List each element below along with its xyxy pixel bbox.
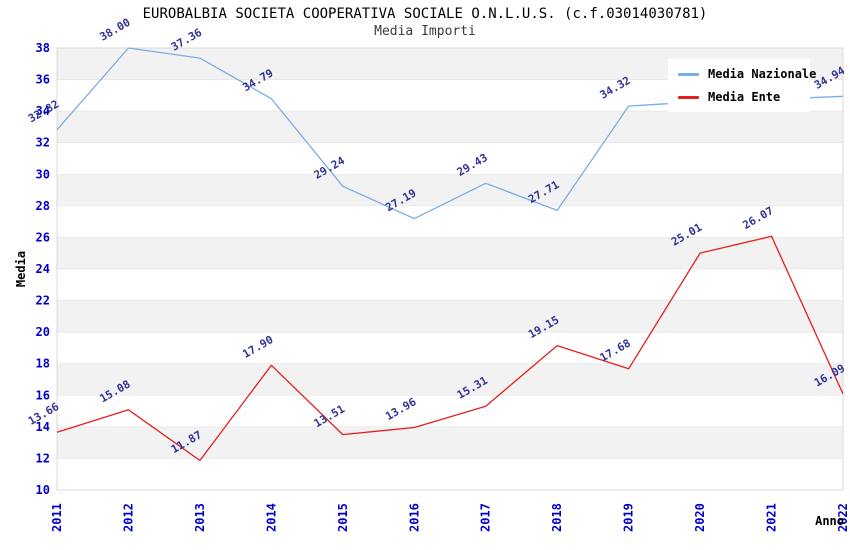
y-tick-label: 32 <box>36 136 50 150</box>
y-tick-label: 38 <box>36 41 50 55</box>
media-ente-line-swatch <box>678 95 699 99</box>
y-tick-label: 10 <box>36 483 50 497</box>
grid-band <box>56 268 844 301</box>
x-tick-label: 2021 <box>765 503 779 532</box>
grid-band <box>56 300 844 333</box>
x-tick-label: 2020 <box>693 503 707 532</box>
y-tick-label: 22 <box>36 294 50 308</box>
grid-band <box>56 426 844 459</box>
y-tick-label: 28 <box>36 199 50 213</box>
x-tick-label: 2013 <box>193 503 207 532</box>
y-tick-label: 16 <box>36 388 50 402</box>
y-tick-label: 18 <box>36 357 50 371</box>
x-tick-label: 2015 <box>336 503 350 532</box>
media-nazionale-line-swatch <box>678 72 699 76</box>
grid-bands <box>56 47 844 491</box>
y-tick-label: 30 <box>36 167 50 181</box>
legend-item-media-ente: Media Ente <box>678 90 810 104</box>
grid-band <box>56 363 844 396</box>
x-tick-label: 2019 <box>622 503 636 532</box>
y-tick-label: 12 <box>36 451 50 465</box>
grid-band <box>56 394 844 428</box>
y-tick-label: 24 <box>36 262 50 276</box>
plot-border <box>56 47 844 491</box>
legend: Media Nazionale Media Ente <box>668 59 816 112</box>
legend-item-media-nazionale: Media Nazionale <box>678 67 816 81</box>
point-label: 32.82 <box>26 98 61 126</box>
grid-band <box>56 331 844 365</box>
y-axis-title: Media <box>14 251 28 287</box>
y-tick-label: 20 <box>36 325 50 339</box>
y-tick-label: 26 <box>36 230 50 244</box>
y-tick-label: 34 <box>36 104 50 118</box>
x-tick-label: 2016 <box>407 503 421 532</box>
x-tick-label: 2022 <box>836 503 850 532</box>
y-tick-label: 36 <box>36 73 50 87</box>
grid-band <box>56 237 844 270</box>
legend-label-media-nazionale: Media Nazionale <box>708 67 817 81</box>
x-tick-label: 2014 <box>264 503 278 532</box>
grid-band <box>56 142 844 175</box>
series-line-media-ente <box>56 235 844 462</box>
legend-label-media-ente: Media Ente <box>708 90 781 104</box>
x-tick-label: 2012 <box>121 503 135 532</box>
x-axis-ticks: 2011 2012 2013 2014 2015 2016 2017 2018 2019 2020… <box>50 503 850 532</box>
grid-band <box>56 458 844 491</box>
chart-subtitle: Media Importi <box>374 24 476 39</box>
x-tick-label: 2018 <box>550 503 564 532</box>
x-tick-label: 2011 <box>50 503 64 532</box>
y-tick-label: 14 <box>36 420 50 434</box>
x-axis-title: Anno <box>815 514 844 528</box>
y-axis-ticks: 10 12 14 16 18 20 22 24 26 28 30 32 34 36 38 <box>36 41 50 497</box>
grid-band <box>56 205 844 238</box>
grid-band <box>56 110 844 144</box>
point-label: 38.00 <box>97 16 132 44</box>
x-tick-label: 2017 <box>479 503 493 532</box>
chart-main-title: EUROBALBIA SOCIETA COOPERATIVA SOCIALE O… <box>142 6 708 22</box>
